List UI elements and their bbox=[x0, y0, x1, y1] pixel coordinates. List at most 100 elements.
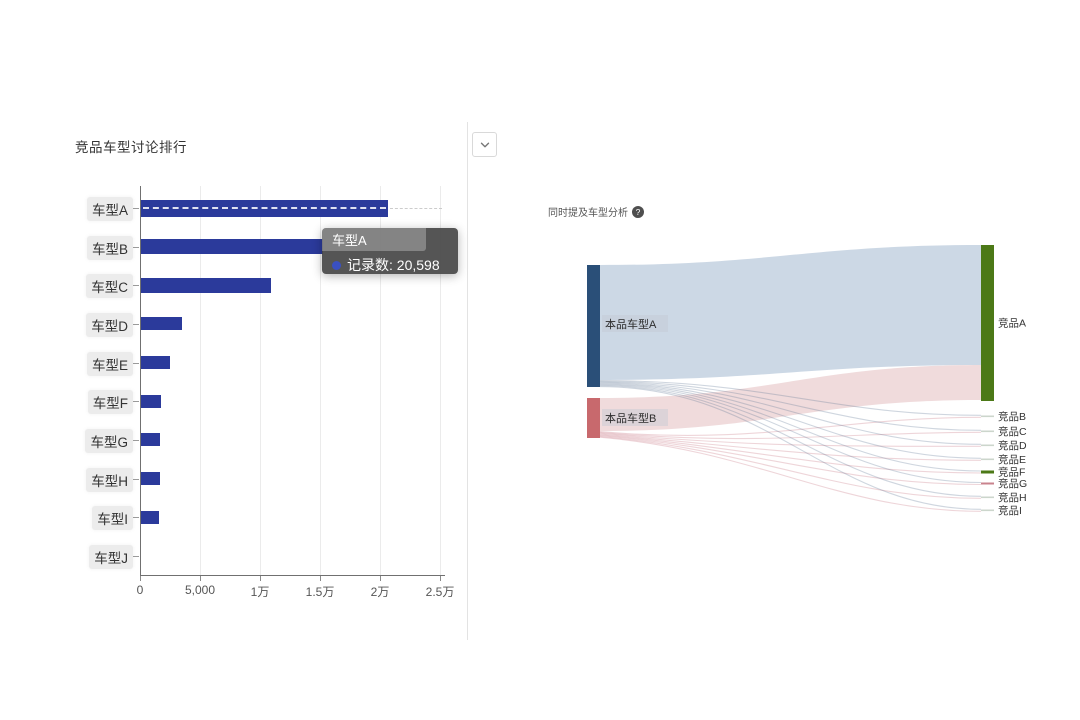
bar[interactable] bbox=[141, 510, 159, 524]
sankey-node[interactable] bbox=[981, 509, 994, 512]
sankey-node-label: 竞品A bbox=[998, 317, 1026, 330]
y-axis-tickmark bbox=[133, 517, 139, 519]
x-tick-label: 0 bbox=[136, 583, 144, 597]
bar[interactable] bbox=[141, 239, 323, 255]
y-axis-tickmark bbox=[133, 362, 139, 364]
collapse-button[interactable] bbox=[472, 132, 497, 157]
category-label: 车型C bbox=[86, 274, 133, 299]
sankey-node-label: 竞品E bbox=[998, 453, 1026, 466]
node-label-badge bbox=[602, 315, 668, 332]
y-axis-tickmark bbox=[133, 478, 139, 480]
sankey-link-thin[interactable] bbox=[599, 386, 982, 510]
sankey-node[interactable] bbox=[587, 398, 600, 438]
help-icon[interactable]: ? bbox=[632, 205, 644, 218]
sankey-link-thin[interactable] bbox=[599, 380, 982, 416]
node-label-badge bbox=[602, 409, 668, 426]
sankey-link-thin[interactable] bbox=[599, 381, 982, 445]
sankey-link-thin[interactable] bbox=[599, 435, 982, 486]
tooltip-title: 车型A bbox=[322, 228, 427, 251]
sankey-link-thin[interactable] bbox=[599, 435, 982, 499]
sankey-link-thin[interactable] bbox=[599, 436, 982, 512]
x-axis-tickmark bbox=[320, 576, 321, 581]
y-axis-tickmark bbox=[133, 208, 139, 209]
bar[interactable] bbox=[141, 433, 160, 447]
x-tick-label: 1万 bbox=[250, 585, 270, 599]
chart-tooltip: 车型A 记录数: 20,598 bbox=[322, 228, 458, 274]
bar[interactable] bbox=[141, 317, 182, 331]
sankey-node-label: 竞品I bbox=[998, 504, 1022, 517]
hover-pointer-line-extension bbox=[390, 208, 442, 209]
sankey-node[interactable] bbox=[981, 430, 994, 433]
x-axis-tickmark bbox=[260, 576, 261, 581]
hover-pointer-line bbox=[143, 207, 386, 209]
y-axis-tickmark bbox=[133, 323, 139, 325]
category-label: 车型D bbox=[86, 312, 133, 337]
category-label: 车型G bbox=[85, 428, 133, 453]
sankey-node[interactable] bbox=[981, 245, 994, 401]
sankey-node[interactable] bbox=[981, 496, 994, 499]
sankey-node-label: 本品车型B bbox=[605, 411, 656, 425]
category-label: 车型A bbox=[86, 197, 133, 221]
grid-line bbox=[440, 186, 441, 575]
sankey-link[interactable] bbox=[600, 365, 981, 431]
sankey-link[interactable] bbox=[600, 245, 981, 380]
sankey-node[interactable] bbox=[587, 265, 600, 387]
sankey-node-label: 竞品H bbox=[998, 491, 1027, 504]
x-tick-label: 2万 bbox=[370, 585, 390, 599]
x-axis-tickmark bbox=[200, 576, 201, 581]
category-label: 车型B bbox=[86, 235, 133, 260]
sankey-title: 同时提及车型分析 bbox=[548, 208, 628, 219]
bar[interactable] bbox=[141, 277, 271, 293]
sankey-node-label: 竞品F bbox=[998, 466, 1025, 479]
category-label: 车型J bbox=[89, 544, 133, 569]
sankey-panel-header: 同时提及车型分析 ? bbox=[548, 204, 644, 219]
grid-line bbox=[380, 186, 381, 575]
sankey-link-thin[interactable] bbox=[599, 433, 982, 461]
x-tick-label: 5,000 bbox=[184, 583, 216, 597]
x-tick-label: 1.5万 bbox=[305, 585, 335, 599]
y-axis-tickmark bbox=[133, 401, 139, 403]
x-axis-tickmark bbox=[440, 576, 441, 581]
sankey-node-label: 竞品G bbox=[998, 477, 1027, 490]
y-axis-tickmark bbox=[133, 439, 139, 441]
bar[interactable] bbox=[141, 356, 170, 370]
category-label: 车型E bbox=[86, 351, 133, 376]
sankey-link-thin[interactable] bbox=[599, 382, 982, 459]
sankey-node[interactable] bbox=[981, 458, 994, 461]
x-axis-tickmark bbox=[140, 576, 141, 581]
sankey-node[interactable] bbox=[981, 482, 994, 485]
x-tick-label: 2.5万 bbox=[425, 585, 455, 599]
sankey-link-thin[interactable] bbox=[599, 434, 982, 474]
sankey-node-label: 竞品B bbox=[998, 410, 1026, 423]
bar[interactable] bbox=[141, 394, 161, 408]
sankey-link-thin[interactable] bbox=[599, 385, 982, 497]
grid-line bbox=[260, 186, 261, 575]
sankey-node-label: 竞品C bbox=[998, 425, 1027, 438]
sankey-link-thin[interactable] bbox=[599, 432, 982, 447]
x-axis-line bbox=[140, 575, 445, 576]
sankey-link-thin[interactable] bbox=[599, 416, 982, 437]
sankey-node[interactable] bbox=[981, 470, 994, 474]
chevron-down-icon bbox=[478, 138, 492, 152]
grid-line bbox=[200, 186, 201, 575]
x-axis-tickmark bbox=[380, 576, 381, 581]
sankey-node[interactable] bbox=[981, 444, 994, 447]
y-axis-tickmark bbox=[133, 246, 139, 248]
sankey-node-label: 本品车型A bbox=[605, 317, 657, 331]
sankey-node[interactable] bbox=[981, 415, 994, 418]
y-axis-tickmark bbox=[133, 285, 139, 287]
sankey-link-thin[interactable] bbox=[599, 380, 982, 431]
series-dot-icon bbox=[332, 260, 341, 270]
grid-line bbox=[320, 186, 321, 575]
category-label: 车型H bbox=[86, 467, 133, 492]
sankey-link-thin[interactable] bbox=[599, 383, 982, 472]
sankey-link-thin[interactable] bbox=[599, 384, 982, 484]
category-label: 车型I bbox=[92, 506, 133, 531]
y-axis-tickmark bbox=[133, 555, 139, 557]
sankey-link-thin[interactable] bbox=[599, 431, 982, 440]
bar[interactable] bbox=[141, 472, 160, 486]
tooltip-value: 记录数: 20,598 bbox=[347, 257, 440, 273]
